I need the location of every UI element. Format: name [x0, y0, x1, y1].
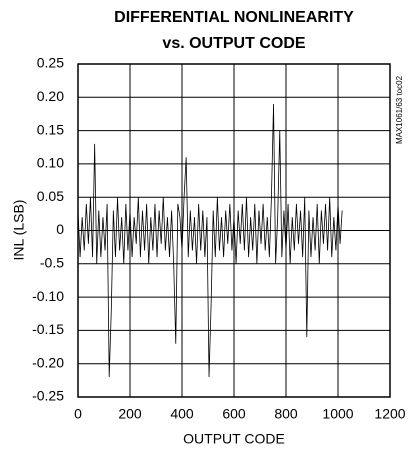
- x-axis-label: OUTPUT CODE: [183, 431, 285, 447]
- y-tick-label: 0.10: [37, 155, 64, 171]
- x-tick-label: 1200: [374, 406, 405, 422]
- plot-frame: [77, 63, 391, 398]
- data-line: [77, 103, 343, 378]
- y-tick-label: 0.20: [37, 88, 64, 104]
- chart-subtitle: vs. OUTPUT CODE: [162, 35, 305, 52]
- y-tick-label: -0.5: [40, 255, 64, 271]
- y-tick-label: 0.15: [37, 121, 64, 137]
- chart-title: DIFFERENTIAL NONLINEARITY: [114, 9, 354, 26]
- y-axis-label: INL (LSB): [11, 200, 27, 261]
- x-tick-label: 600: [222, 406, 246, 422]
- y-tick-label: 0.05: [37, 188, 64, 204]
- annotation: MAX1061/63 toc02: [395, 75, 404, 144]
- y-tick-label: 0: [56, 221, 64, 237]
- y-tick-label: -0.10: [32, 288, 64, 304]
- y-tick-label: -0.20: [32, 354, 64, 370]
- y-tick-label: -0.15: [32, 321, 64, 337]
- x-tick-label: 200: [118, 406, 142, 422]
- y-tick-label: 0.25: [37, 55, 64, 71]
- x-tick-label: 1000: [322, 406, 353, 422]
- y-tick-label: -0.25: [32, 388, 64, 404]
- x-tick-label: 0: [74, 406, 82, 422]
- x-tick-label: 800: [274, 406, 298, 422]
- x-tick-label: 400: [170, 406, 194, 422]
